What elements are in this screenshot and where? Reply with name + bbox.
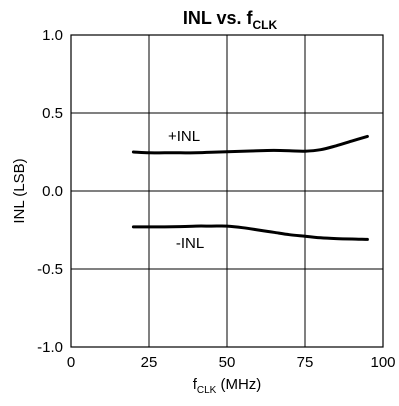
series-label-plus-inl: +INL xyxy=(168,128,200,145)
chart-title-main: INL vs. f xyxy=(183,8,254,28)
x-tick-label: 100 xyxy=(370,354,395,371)
y-tick-label: -0.5 xyxy=(37,261,63,278)
series-label-minus-inl: -INL xyxy=(176,235,204,252)
x-tick-label: 0 xyxy=(67,354,75,371)
x-axis-label-subscript: CLK xyxy=(197,385,217,396)
y-tick-label: -1.0 xyxy=(37,339,63,356)
chart-title-subscript: CLK xyxy=(253,18,278,32)
y-tick-labels: 1.0 0.5 0.0 -0.5 -1.0 xyxy=(37,27,63,356)
x-tick-label: 75 xyxy=(297,354,314,371)
y-axis-label: INL (LSB) xyxy=(11,158,28,223)
series-line-minus-inl xyxy=(133,226,367,239)
x-tick-labels: 0 25 50 75 100 xyxy=(67,354,396,371)
chart-title: INL vs. fCLK xyxy=(183,8,278,32)
y-tick-label: 0.5 xyxy=(42,105,63,122)
x-axis-label: fCLK (MHz) xyxy=(193,376,262,396)
x-tick-label: 50 xyxy=(219,354,236,371)
y-tick-label: 0.0 xyxy=(42,183,63,200)
y-tick-label: 1.0 xyxy=(42,27,63,44)
grid-lines xyxy=(71,35,383,347)
x-tick-label: 25 xyxy=(141,354,158,371)
x-axis-label-unit: (MHz) xyxy=(216,376,261,393)
